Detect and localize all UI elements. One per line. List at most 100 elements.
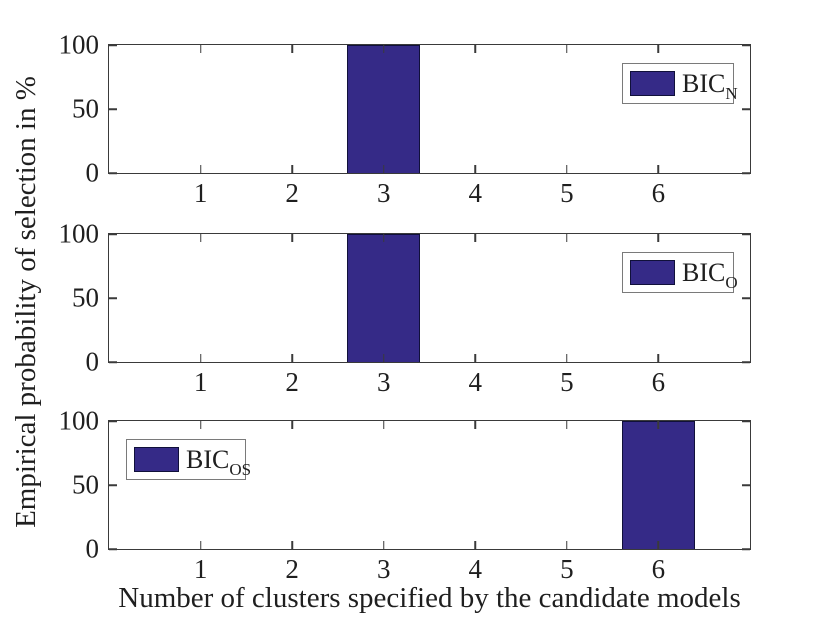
x-tick-mark [566, 45, 568, 53]
x-tick-mark [199, 234, 202, 242]
legend-text: BIC [186, 444, 230, 474]
x-tick-mark [566, 421, 568, 429]
x-tick-mark [657, 354, 660, 362]
x-tick-mark [566, 541, 568, 549]
x-tick-mark [474, 165, 477, 173]
legend-bic-os: BICOS [126, 439, 251, 480]
x-tick-label: 2 [285, 367, 299, 397]
y-tick-mark [742, 172, 750, 174]
x-tick-mark [291, 45, 293, 53]
legend-text: BIC [682, 68, 726, 98]
y-tick-mark [109, 233, 117, 235]
x-tick-label: 2 [285, 554, 299, 584]
y-tick-mark [742, 233, 750, 235]
y-tick-label: 50 [72, 469, 99, 500]
x-tick-mark [474, 421, 477, 429]
y-tick-mark [742, 420, 750, 422]
y-tick-mark [742, 108, 750, 110]
x-tick-label: 6 [651, 178, 666, 208]
subplot-bic-n: BICN 100 50 0 1 2 3 4 5 6 [59, 31, 751, 207]
x-tick-mark [199, 421, 202, 429]
legend-label: BICN [682, 68, 738, 102]
x-tick-mark [291, 354, 293, 362]
x-tick-mark [291, 421, 293, 429]
x-tick-mark [566, 354, 568, 362]
y-tick-mark [109, 172, 117, 174]
x-tick-mark [474, 45, 477, 53]
bar-bic-n [347, 45, 421, 173]
x-tick-label: 1 [193, 178, 208, 208]
y-tick-mark [109, 420, 117, 422]
x-tick-mark [291, 165, 293, 173]
x-tick-mark [199, 354, 202, 362]
x-tick-mark [382, 234, 385, 242]
y-axis-label: Empirical probability of selection in % [10, 76, 42, 528]
legend-subscript: OS [229, 459, 252, 479]
x-tick-mark [382, 165, 385, 173]
x-tick-mark [657, 45, 660, 53]
x-tick-mark [382, 45, 385, 53]
x-tick-mark [474, 234, 477, 242]
x-tick-mark [382, 421, 385, 429]
x-tick-label: 4 [468, 367, 483, 397]
x-tick-label: 2 [285, 178, 299, 208]
legend-label: BICO [682, 257, 738, 291]
subplot-bic-o: BICO 100 50 0 1 2 3 4 5 6 [59, 220, 751, 396]
x-axis-label: Number of clusters specified by the cand… [118, 582, 741, 614]
legend-swatch [630, 71, 675, 96]
x-tick-mark [199, 541, 202, 549]
x-tick-label: 4 [468, 554, 483, 584]
x-tick-mark [199, 165, 202, 173]
y-tick-mark [109, 108, 117, 110]
x-tick-label: 5 [560, 367, 574, 397]
x-tick-mark [474, 354, 477, 362]
y-tick-mark [742, 361, 750, 363]
y-tick-label: 100 [58, 218, 100, 249]
y-tick-label: 100 [58, 405, 100, 436]
x-tick-mark [291, 234, 293, 242]
legend-subscript: O [725, 272, 738, 292]
legend-bic-n: BICN [622, 63, 738, 104]
y-tick-label: 50 [72, 282, 99, 313]
x-tick-mark [199, 45, 202, 53]
x-tick-mark [657, 421, 660, 429]
x-tick-mark [291, 541, 293, 549]
x-tick-label: 3 [376, 367, 391, 397]
x-tick-mark [566, 234, 568, 242]
x-tick-label: 5 [560, 178, 574, 208]
legend-swatch [134, 447, 179, 472]
x-tick-mark [657, 165, 660, 173]
y-tick-label: 50 [72, 93, 99, 124]
y-tick-mark [742, 484, 750, 486]
x-tick-mark [382, 541, 385, 549]
y-tick-mark [742, 297, 750, 299]
y-tick-label: 0 [85, 533, 100, 564]
x-tick-label: 4 [468, 178, 483, 208]
legend-subscript: N [725, 83, 738, 103]
y-tick-label: 0 [85, 157, 100, 188]
y-tick-mark [742, 548, 750, 550]
subplot-bic-os: BICOS 100 50 0 1 2 3 4 5 6 [59, 407, 751, 583]
legend-swatch [630, 260, 675, 285]
x-tick-label: 3 [376, 554, 391, 584]
y-tick-label: 0 [85, 346, 100, 377]
legend-label: BICOS [186, 444, 251, 478]
x-tick-label: 6 [651, 367, 666, 397]
y-tick-mark [109, 297, 117, 299]
x-tick-mark [566, 165, 568, 173]
x-tick-label: 1 [193, 554, 208, 584]
x-tick-label: 3 [376, 178, 391, 208]
y-tick-mark [109, 548, 117, 550]
legend-bic-o: BICO [622, 252, 738, 293]
x-tick-label: 5 [560, 554, 574, 584]
x-tick-mark [382, 354, 385, 362]
x-tick-label: 1 [193, 367, 208, 397]
legend-text: BIC [682, 257, 726, 287]
x-tick-label: 6 [651, 554, 666, 584]
y-tick-mark [109, 361, 117, 363]
y-tick-mark [742, 44, 750, 46]
bar-bic-os [621, 421, 696, 549]
x-tick-mark [474, 541, 477, 549]
y-tick-mark [109, 44, 117, 46]
